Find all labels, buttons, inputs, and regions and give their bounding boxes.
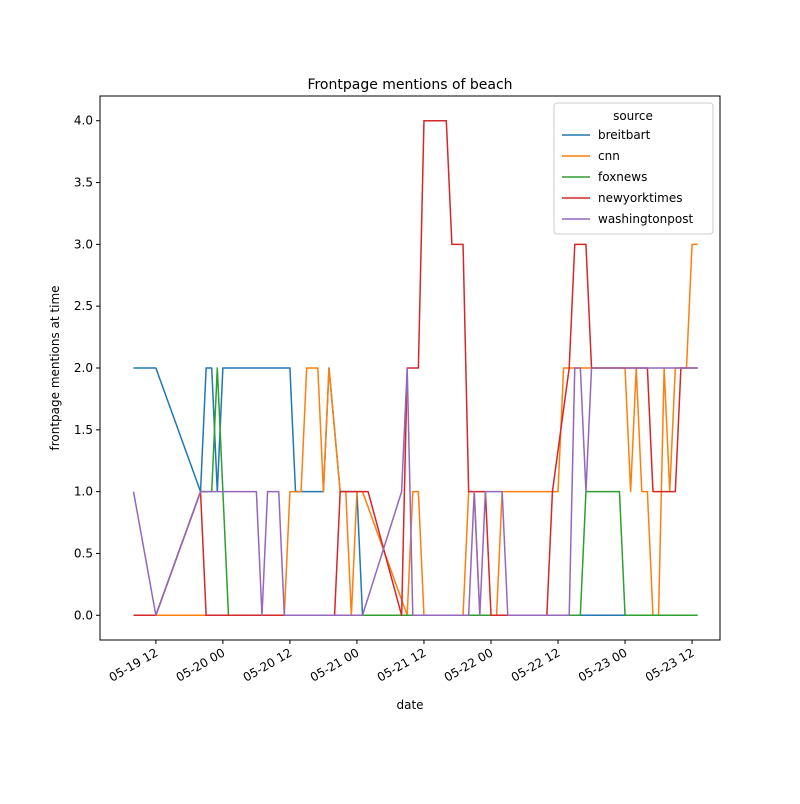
series-line-cnn — [133, 243, 698, 617]
y-axis: 0.0 0.5 1.0 1.5 2.0 2.5 3.0 3.5 4.0 — [74, 114, 100, 622]
y-tick-label: 2.5 — [74, 299, 93, 313]
series-line-breitbart — [133, 367, 693, 617]
legend-label-foxnews: foxnews — [598, 170, 647, 184]
series-line-washingtonpost — [132, 367, 698, 617]
legend-label-breitbart: breitbart — [598, 128, 651, 142]
y-tick-label: 1.5 — [74, 423, 93, 437]
legend-label-washingtonpost: washingtonpost — [598, 212, 693, 226]
y-tick-label: 3.0 — [74, 237, 93, 251]
x-tick-label: 05-20 00 — [174, 645, 228, 684]
legend-title: source — [613, 109, 653, 123]
legend-items: breitbart cnn foxnews newyorktimes washingto… — [562, 128, 693, 226]
y-tick-label: 4.0 — [74, 114, 93, 128]
plot-area — [132, 119, 698, 617]
x-tick-label: 05-20 12 — [241, 645, 295, 684]
legend: source breitbart cnn foxnews newyorktimes wa… — [553, 102, 714, 235]
y-axis-label: frontpage mentions at time — [48, 285, 62, 450]
x-axis: 05-19 12 05-20 00 05-20 12 05-21 00 05-21 12… — [107, 640, 697, 685]
y-tick-label: 0.5 — [74, 546, 93, 560]
x-tick-label: 05-21 12 — [375, 645, 429, 684]
x-tick-label: 05-23 12 — [643, 645, 697, 684]
x-tick-label: 05-21 00 — [308, 645, 362, 684]
y-tick-label: 2.0 — [74, 361, 93, 375]
x-axis-label: date — [396, 698, 423, 712]
legend-box — [553, 102, 714, 235]
legend-label-cnn: cnn — [598, 149, 620, 163]
x-tick-label: 05-19 12 — [107, 645, 161, 684]
legend-label-newyorktimes: newyorktimes — [598, 191, 683, 205]
x-tick-label: 05-22 12 — [509, 645, 563, 684]
y-tick-label: 3.5 — [74, 176, 93, 190]
y-tick-label: 0.0 — [74, 608, 93, 622]
x-tick-label: 05-23 00 — [576, 645, 630, 684]
x-tick-label: 05-22 00 — [442, 645, 496, 684]
y-tick-label: 1.0 — [74, 485, 93, 499]
chart-title: Frontpage mentions of beach — [307, 77, 512, 93]
